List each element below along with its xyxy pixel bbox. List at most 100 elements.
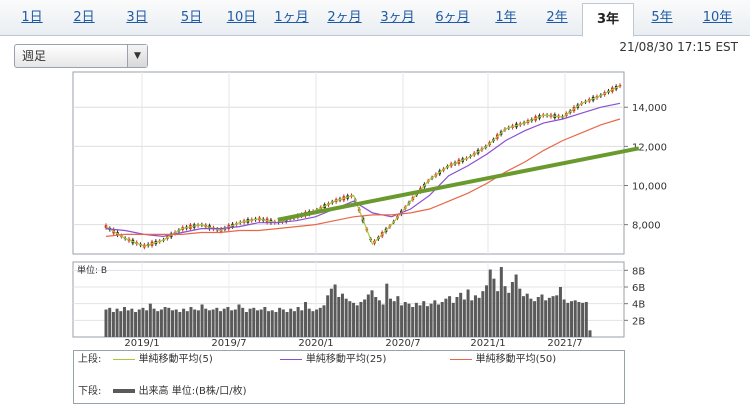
sma50-line bbox=[105, 118, 621, 237]
tab-12[interactable]: 5年 bbox=[651, 10, 673, 25]
volume-bar bbox=[429, 303, 433, 337]
volume-bar bbox=[366, 294, 370, 337]
volume-bar bbox=[492, 278, 496, 337]
volume-bar bbox=[481, 291, 485, 337]
tab-7[interactable]: 3ヶ月 bbox=[380, 10, 415, 25]
volume-bar bbox=[507, 292, 511, 337]
volume-bar bbox=[544, 300, 548, 337]
volume-bar bbox=[396, 296, 400, 337]
sma25-line bbox=[105, 102, 621, 238]
volume-bar bbox=[252, 307, 256, 337]
volume-bar bbox=[285, 312, 289, 337]
sma25-swatch bbox=[279, 358, 302, 360]
volume-bar bbox=[462, 299, 466, 337]
volume-bar bbox=[193, 309, 197, 337]
volume-bar bbox=[108, 307, 112, 337]
volume-bar bbox=[588, 330, 592, 337]
volume-bar bbox=[159, 309, 163, 337]
volume-bar bbox=[156, 311, 160, 337]
volume-bar bbox=[518, 288, 522, 337]
volume-bar bbox=[244, 312, 248, 337]
tab-2[interactable]: 3日 bbox=[126, 10, 148, 25]
volume-unit-label: 単位: B bbox=[77, 264, 107, 276]
volume-bar bbox=[385, 283, 389, 337]
volume-bar bbox=[558, 287, 562, 337]
tab-10[interactable]: 2年 bbox=[546, 10, 568, 25]
volume-bar bbox=[115, 308, 119, 337]
tab-8[interactable]: 6ヶ月 bbox=[435, 10, 470, 25]
volume-bar bbox=[200, 304, 204, 337]
volume-bar bbox=[307, 308, 311, 337]
volume-bar bbox=[533, 301, 537, 337]
volume-bar bbox=[300, 310, 304, 337]
period-tab-bar: 1日 2日 3日 5日 10日 1ヶ月 2ヶ月 3ヶ月 6ヶ月 1年 2年 3年 5年 10年 bbox=[0, 0, 750, 37]
volume-bar bbox=[577, 302, 581, 337]
volume-bar bbox=[311, 311, 315, 337]
volume-bar bbox=[536, 297, 540, 337]
volume-bar bbox=[525, 293, 529, 337]
date-tick-label: 2019/1 bbox=[124, 338, 159, 349]
date-tick-label: 2021/1 bbox=[470, 338, 505, 349]
volume-bar bbox=[473, 295, 477, 337]
legend-lower-row: 下段: 出来高 単位:(B株/口/枚) bbox=[78, 385, 247, 399]
tab-1[interactable]: 2日 bbox=[73, 10, 95, 25]
volume-bar bbox=[570, 301, 574, 337]
chevron-down-icon[interactable]: ▼ bbox=[127, 45, 147, 67]
date-tick-label: 2020/1 bbox=[298, 338, 333, 349]
price-tick-label: 8,000 bbox=[632, 221, 661, 232]
volume-swatch bbox=[112, 389, 135, 393]
volume-bar bbox=[326, 295, 330, 337]
tab-3[interactable]: 5日 bbox=[180, 10, 203, 25]
volume-bar bbox=[359, 302, 363, 337]
volume-bar bbox=[444, 298, 448, 337]
sma5-swatch bbox=[112, 358, 135, 360]
legend-upper-label: 上段: bbox=[78, 354, 102, 365]
volume-bar bbox=[566, 302, 570, 337]
volume-bar bbox=[274, 312, 278, 337]
volume-bar bbox=[348, 301, 352, 337]
volume-bar bbox=[455, 297, 459, 337]
volume-bar bbox=[134, 312, 138, 337]
volume-bar bbox=[499, 267, 503, 337]
volume-bar bbox=[403, 302, 407, 337]
legend-sma25: 単純移動平均(25) bbox=[305, 354, 387, 365]
volume-bar bbox=[392, 301, 396, 337]
volume-bar bbox=[189, 307, 193, 337]
volume-bar bbox=[422, 301, 426, 337]
volume-bar bbox=[226, 307, 230, 337]
candle-period-select[interactable]: 週足 ▼ bbox=[14, 44, 148, 68]
tab-11[interactable]: 3年 bbox=[582, 3, 634, 37]
volume-bar bbox=[414, 302, 418, 337]
legend-sma50: 単純移動平均(50) bbox=[475, 354, 557, 365]
legend-lower-label: 下段: bbox=[78, 386, 102, 397]
chart-legend: 上段: 単純移動平均(5) 単純移動平均(25) 単純移動平均(50) 下段: … bbox=[73, 350, 625, 404]
volume-bar bbox=[318, 307, 322, 337]
volume-bar bbox=[289, 308, 293, 337]
volume-bar bbox=[355, 305, 359, 337]
volume-bar bbox=[171, 310, 175, 337]
volume-bar bbox=[281, 309, 285, 337]
volume-bar bbox=[510, 282, 514, 337]
volume-bar bbox=[122, 307, 126, 337]
volume-bar bbox=[411, 307, 415, 337]
volume-tick-label: 4B bbox=[632, 300, 645, 311]
tab-5[interactable]: 1ヶ月 bbox=[274, 10, 309, 25]
volume-tick-label: 2B bbox=[632, 316, 645, 327]
tab-9[interactable]: 1年 bbox=[495, 10, 517, 25]
tab-4[interactable]: 10日 bbox=[226, 10, 257, 25]
volume-bar bbox=[230, 310, 234, 337]
legend-volume: 出来高 単位:(B株/口/枚) bbox=[138, 386, 247, 397]
tab-13[interactable]: 10年 bbox=[702, 10, 733, 25]
volume-bar bbox=[437, 304, 441, 337]
volume-bar bbox=[241, 307, 245, 337]
tab-6[interactable]: 2ヶ月 bbox=[327, 10, 362, 25]
volume-bar bbox=[425, 306, 429, 337]
volume-bar bbox=[141, 307, 145, 337]
volume-bar bbox=[259, 309, 263, 337]
volume-bar bbox=[381, 304, 385, 337]
tab-0[interactable]: 1日 bbox=[21, 10, 43, 25]
volume-bar bbox=[152, 308, 156, 337]
volume-bar bbox=[388, 298, 392, 337]
date-tick-label: 2021/7 bbox=[547, 338, 582, 349]
volume-bar bbox=[182, 308, 186, 337]
